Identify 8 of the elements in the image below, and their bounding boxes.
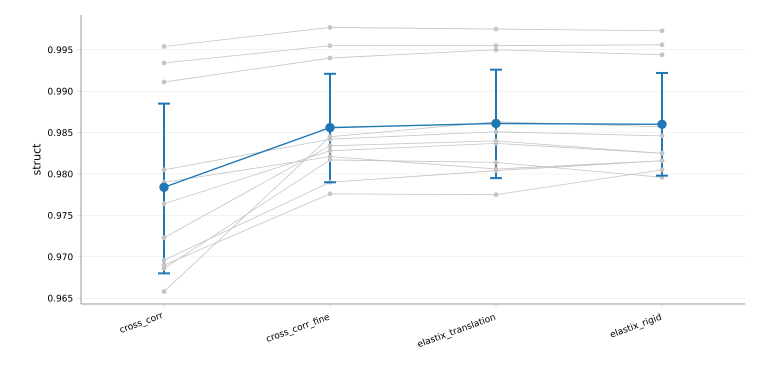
- y-tick-label: 0.975: [48, 212, 72, 219]
- y-tick-label: 0.965: [48, 294, 72, 302]
- y-tick-label: 0.990: [48, 88, 73, 95]
- y-tick-label: 0.995: [48, 46, 72, 54]
- y-tick-label: 0.980: [48, 170, 73, 178]
- y-axis-title: struct: [32, 144, 41, 175]
- y-tick-label: 0.985: [48, 129, 72, 136]
- y-tick-label: 0.970: [48, 253, 73, 260]
